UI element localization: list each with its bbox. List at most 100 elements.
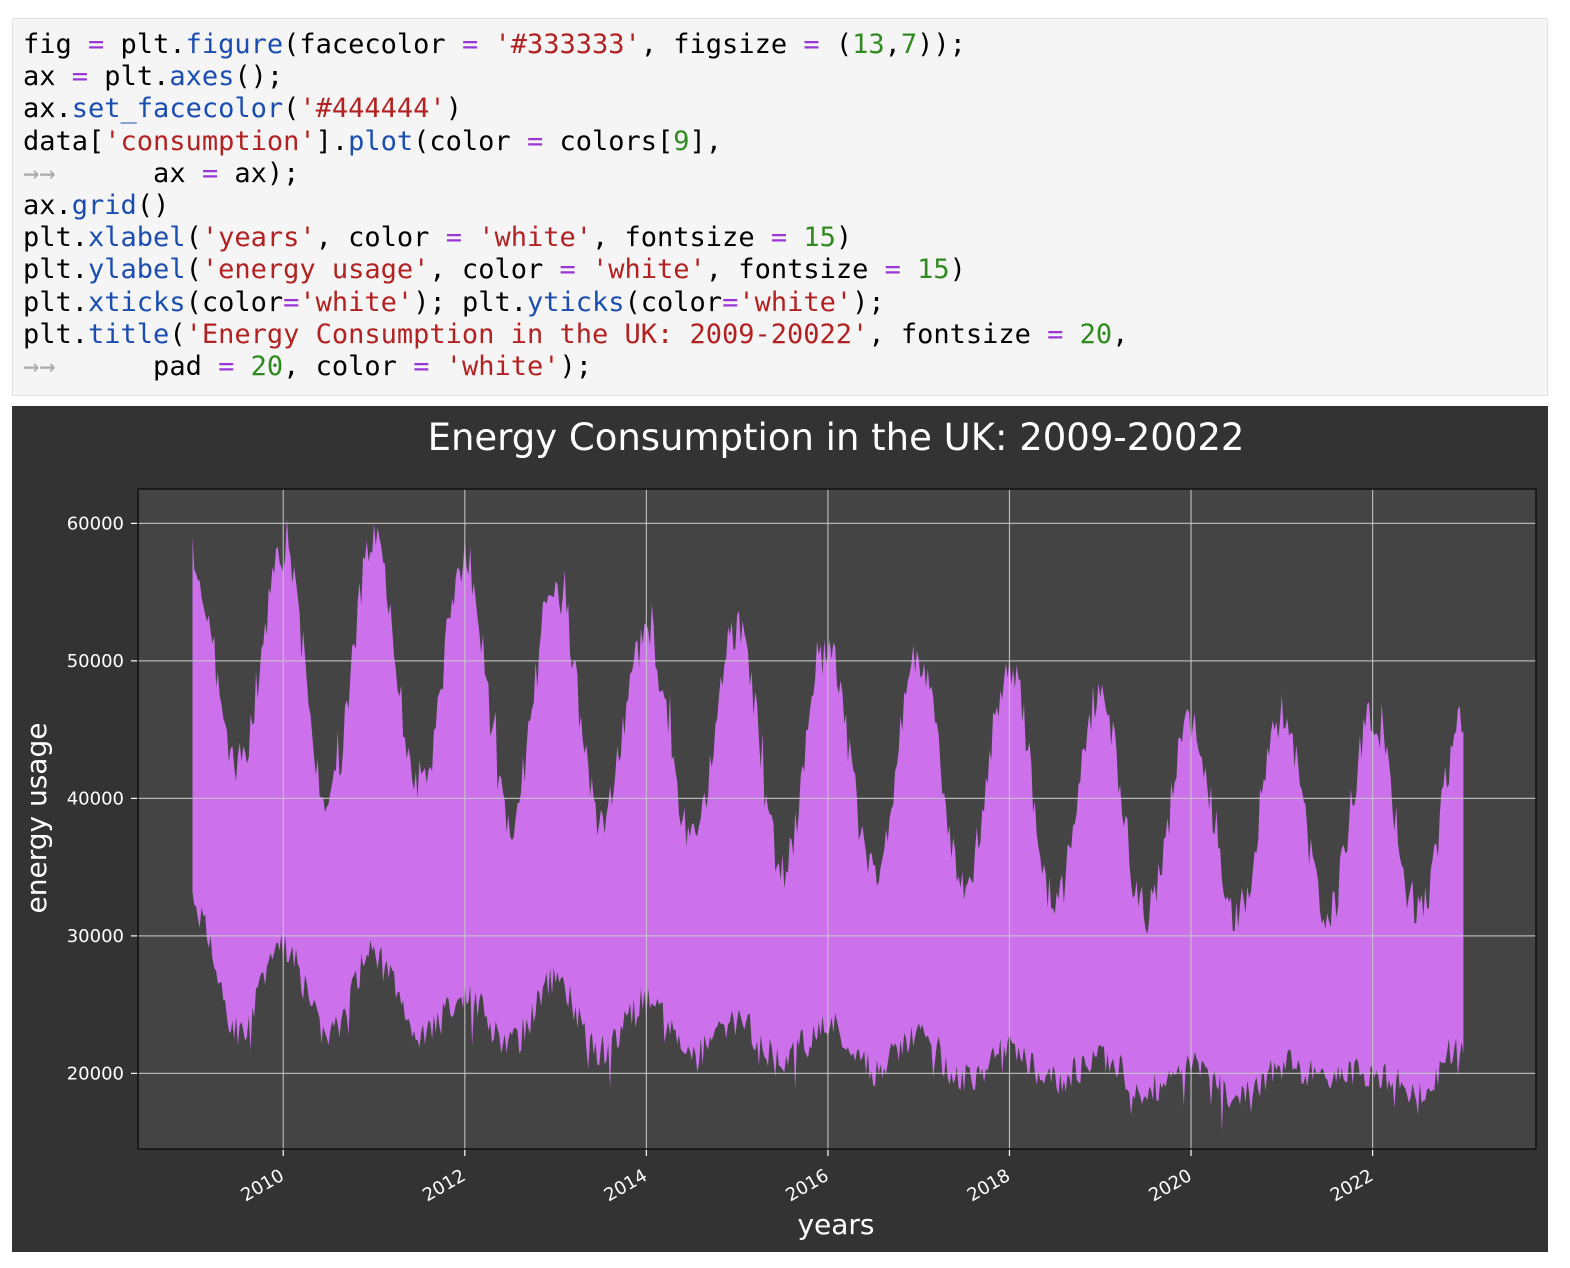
chart-title: Energy Consumption in the UK: 2009-20022 — [428, 416, 1245, 459]
code-token: grid — [71, 189, 137, 221]
code-token: →→ — [23, 157, 72, 189]
code-line: →→ ax = ax); — [23, 158, 1128, 190]
code-token: figure — [185, 29, 284, 60]
code-token — [1063, 319, 1079, 350]
code-token: data[ — [23, 125, 105, 157]
code-token: 7 — [900, 29, 918, 60]
code-token: = — [283, 286, 300, 318]
code-token: ylabel — [88, 254, 186, 286]
code-token: = — [218, 350, 235, 382]
code-token: 15 — [803, 222, 836, 254]
code-token: = — [884, 254, 901, 286]
code-token — [901, 254, 917, 285]
code-token: 'white' — [592, 254, 706, 286]
code-token: ax. — [23, 189, 72, 221]
code-token: ( — [169, 318, 186, 350]
x-axis-label: years — [797, 1208, 874, 1241]
code-token: ax — [71, 157, 202, 189]
code-token — [234, 351, 250, 382]
x-tick-label: 2014 — [601, 1165, 651, 1206]
code-token: xticks — [88, 286, 186, 318]
code-token: ]. — [315, 125, 349, 157]
code-token: = — [1047, 318, 1064, 350]
code-token: plt. — [23, 318, 89, 350]
code-token: = — [770, 222, 788, 254]
x-tick-label: 2018 — [964, 1165, 1014, 1206]
code-token: = — [461, 29, 479, 60]
code-token: ) — [445, 93, 462, 125]
code-token: (color — [413, 125, 527, 157]
x-tick-label: 2016 — [782, 1165, 832, 1206]
code-token: 'white' — [738, 286, 853, 318]
code-token: ( — [185, 222, 202, 254]
code-token: →→ — [23, 350, 72, 382]
x-tick-label: 2022 — [1327, 1165, 1377, 1206]
code-cell[interactable]: fig = plt.figure(facecolor = '#333333', … — [12, 18, 1548, 396]
code-token: (color — [624, 286, 723, 318]
code-token: = — [201, 157, 219, 189]
code-token: 'white' — [299, 286, 414, 318]
code-token: plt. — [23, 286, 89, 318]
x-tick-label: 2010 — [238, 1165, 288, 1206]
code-token: ); — [559, 350, 593, 382]
code-token: ax); — [218, 157, 300, 189]
code-token: , color — [429, 254, 560, 286]
code-token: , fontsize — [705, 254, 885, 286]
code-token: plt. — [23, 254, 89, 286]
x-tick-label: 2020 — [1145, 1165, 1195, 1206]
code-token: , fontsize — [592, 222, 771, 254]
y-tick-label: 40000 — [67, 788, 124, 809]
code-token: ( — [283, 93, 300, 125]
code-token: 15 — [917, 254, 950, 286]
code-token: colors[ — [543, 125, 674, 157]
code-token: = — [445, 222, 462, 254]
y-tick-label: 30000 — [67, 926, 124, 947]
code-token: ) — [835, 222, 853, 254]
x-tick-label: 2012 — [419, 1165, 469, 1206]
code-token: ( — [185, 254, 202, 286]
code-line: ax = plt.axes(); — [23, 61, 1128, 93]
code-token: 'white' — [445, 350, 560, 382]
code-line: plt.title('Energy Consumption in the UK:… — [23, 319, 1128, 351]
code-token: = — [526, 125, 544, 157]
code-token: = — [559, 254, 576, 286]
code-token: , fontsize — [868, 318, 1048, 350]
code-token: = — [71, 61, 89, 93]
chart-output: 2010 2012 2014 2016 2018 2020 2022 20000 30000 40… — [12, 406, 1548, 1252]
y-axis-label: energy usage — [20, 723, 53, 914]
code-token: 'Energy Consumption in the UK: 2009-2002… — [185, 318, 869, 350]
code-token — [787, 222, 803, 253]
code-line: plt.xlabel('years', color = 'white', fon… — [23, 222, 1128, 254]
code-lines: fig = plt.figure(facecolor = '#333333', … — [23, 29, 1128, 383]
code-token: , color — [283, 350, 414, 382]
code-token: yticks — [526, 286, 625, 318]
code-token: = — [88, 29, 105, 60]
code-token: ], — [689, 125, 723, 157]
code-token — [576, 254, 592, 285]
code-token — [478, 29, 494, 60]
code-token — [429, 351, 445, 382]
code-token — [462, 222, 478, 253]
plot-frame — [137, 488, 1537, 1150]
code-token: () — [136, 189, 170, 221]
code-token: 'energy usage' — [201, 254, 430, 286]
code-line: data['consumption'].plot(color = colors[… — [23, 126, 1128, 158]
code-token: = — [413, 350, 430, 382]
code-token: , — [1112, 318, 1129, 350]
code-token: 13 — [852, 29, 885, 60]
y-tick-label: 60000 — [67, 513, 124, 534]
energy-chart: 2010 2012 2014 2016 2018 2020 2022 20000 30000 40… — [20, 416, 1537, 1241]
code-token: axes — [169, 61, 235, 93]
code-token: = — [722, 286, 739, 318]
code-token: plot — [348, 125, 414, 157]
code-token: )); — [917, 29, 966, 60]
code-token: ); — [852, 286, 885, 318]
code-line: →→ pad = 20, color = 'white'); — [23, 351, 1128, 383]
code-token: plt. — [23, 222, 89, 254]
code-token: 9 — [673, 125, 690, 157]
code-token: 20 — [250, 350, 284, 382]
code-token: xlabel — [88, 222, 186, 254]
y-tick-label: 50000 — [67, 651, 124, 672]
code-token: plt. — [88, 61, 170, 93]
code-token: , figsize — [640, 29, 804, 60]
